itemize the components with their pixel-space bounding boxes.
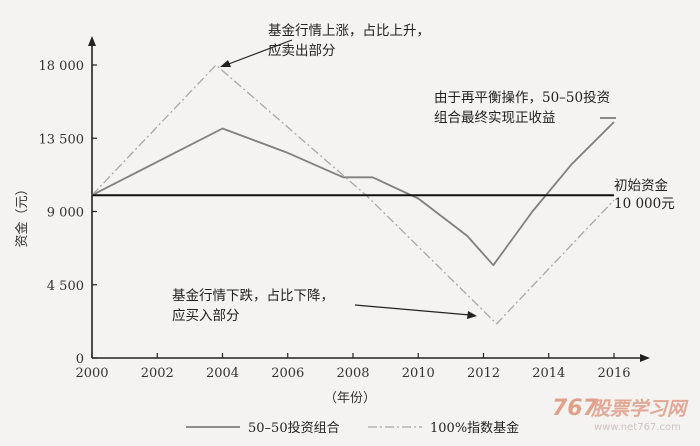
- legend: 50–50投资组合 100%指数基金: [186, 420, 519, 436]
- annotation-right: 由于再平衡操作，50–50投资 组合最终实现正收益: [434, 90, 610, 126]
- annotation-initial-line-1: 初始资金: [614, 177, 668, 194]
- annotation-bottom-arrow: [354, 304, 471, 316]
- x-tick-label: 2002: [141, 366, 174, 381]
- annotation-top-line-1: 基金行情上涨，占比上升，: [268, 22, 430, 39]
- annotation-bottom: 基金行情下跌，占比下降， 应买入部分: [172, 287, 477, 324]
- series-layer: [91, 64, 617, 325]
- x-tick-label: 2004: [206, 366, 239, 381]
- legend-label-index: 100%指数基金: [430, 420, 519, 436]
- x-axis-arrow: [640, 354, 650, 362]
- y-ticks: 0 4 500 9 000 13 500 18 000: [39, 59, 97, 367]
- x-tick-label: 2008: [336, 366, 369, 381]
- x-tick-label: 2016: [597, 366, 630, 381]
- x-tick-label: 2000: [75, 366, 108, 381]
- watermark-number: 767: [552, 396, 599, 421]
- watermark: 767 股票学习网 www.net767.com: [552, 396, 689, 433]
- annotation-bottom-line-2: 应买入部分: [172, 307, 240, 324]
- x-tick-label: 2006: [271, 366, 304, 381]
- annotation-bottom-line-1: 基金行情下跌，占比下降，: [172, 287, 334, 304]
- y-tick-label: 18 000: [39, 59, 85, 74]
- x-tick-label: 2010: [402, 366, 435, 381]
- watermark-text: 股票学习网: [590, 398, 689, 420]
- annotation-initial-line-2: 10 000元: [614, 196, 675, 212]
- watermark-url: www.net767.com: [594, 422, 681, 433]
- x-ticks: 2000 2002 2004 2006 2008 2010 2012 2014 2016: [75, 353, 631, 381]
- y-axis-arrow: [88, 36, 96, 46]
- annotation-top-arrow: [225, 39, 293, 66]
- y-tick-label: 9 000: [47, 206, 84, 221]
- annotation-right-line-2: 组合最终实现正收益: [434, 110, 556, 126]
- annotation-bottom-arrowhead: [467, 311, 477, 319]
- x-tick-label: 2012: [467, 366, 500, 381]
- annotation-initial: 初始资金 10 000元: [614, 177, 675, 212]
- y-tick-label: 13 500: [39, 132, 85, 147]
- y-axis-title: 资金（元）: [14, 182, 30, 247]
- series-line-0: [91, 121, 615, 267]
- annotation-top-line-2: 应卖出部分: [268, 42, 336, 59]
- annotation-top: 基金行情上涨，占比上升， 应卖出部分: [220, 22, 430, 67]
- y-tick-label: 4 500: [47, 279, 84, 294]
- x-tick-label: 2014: [532, 366, 565, 381]
- axes: [88, 36, 650, 362]
- legend-label-portfolio: 50–50投资组合: [248, 420, 340, 436]
- annotation-right-line-1: 由于再平衡操作，50–50投资: [434, 90, 610, 106]
- y-tick-label: 0: [76, 352, 84, 367]
- x-axis-title: （年份）: [324, 391, 376, 406]
- annotation-top-arrowhead: [220, 60, 231, 67]
